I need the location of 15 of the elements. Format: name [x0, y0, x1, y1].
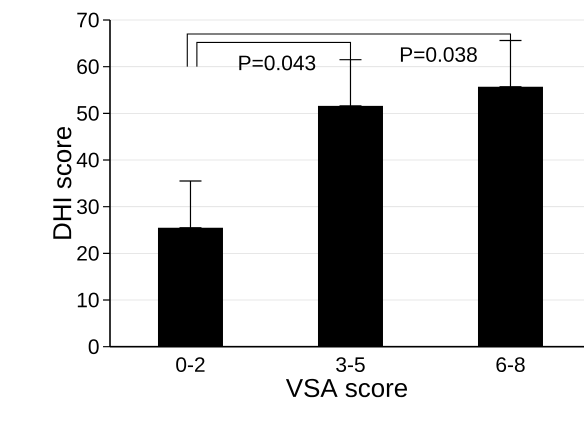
x-tick-label: 3-5 — [336, 357, 365, 372]
x-tick-label: 6-8 — [496, 357, 525, 372]
y-tick-label: 20 — [77, 246, 99, 261]
x-tick-label: 0-2 — [176, 357, 205, 372]
y-tick-label: 40 — [76, 152, 99, 168]
y-tick-label: 0 — [88, 339, 99, 354]
x-axis-title: VSA score — [286, 378, 408, 398]
y-tick-label: 60 — [77, 59, 99, 74]
y-tick-label: 10 — [78, 292, 99, 308]
y-axis-title: DHI score — [53, 126, 72, 239]
annotation: P=0.043 — [239, 56, 316, 70]
y-tick-label: 70 — [77, 12, 99, 28]
y-tick-label: 50 — [77, 106, 99, 121]
y-tick-label: 30 — [77, 199, 99, 214]
annotation: P=0.038 — [400, 47, 477, 62]
